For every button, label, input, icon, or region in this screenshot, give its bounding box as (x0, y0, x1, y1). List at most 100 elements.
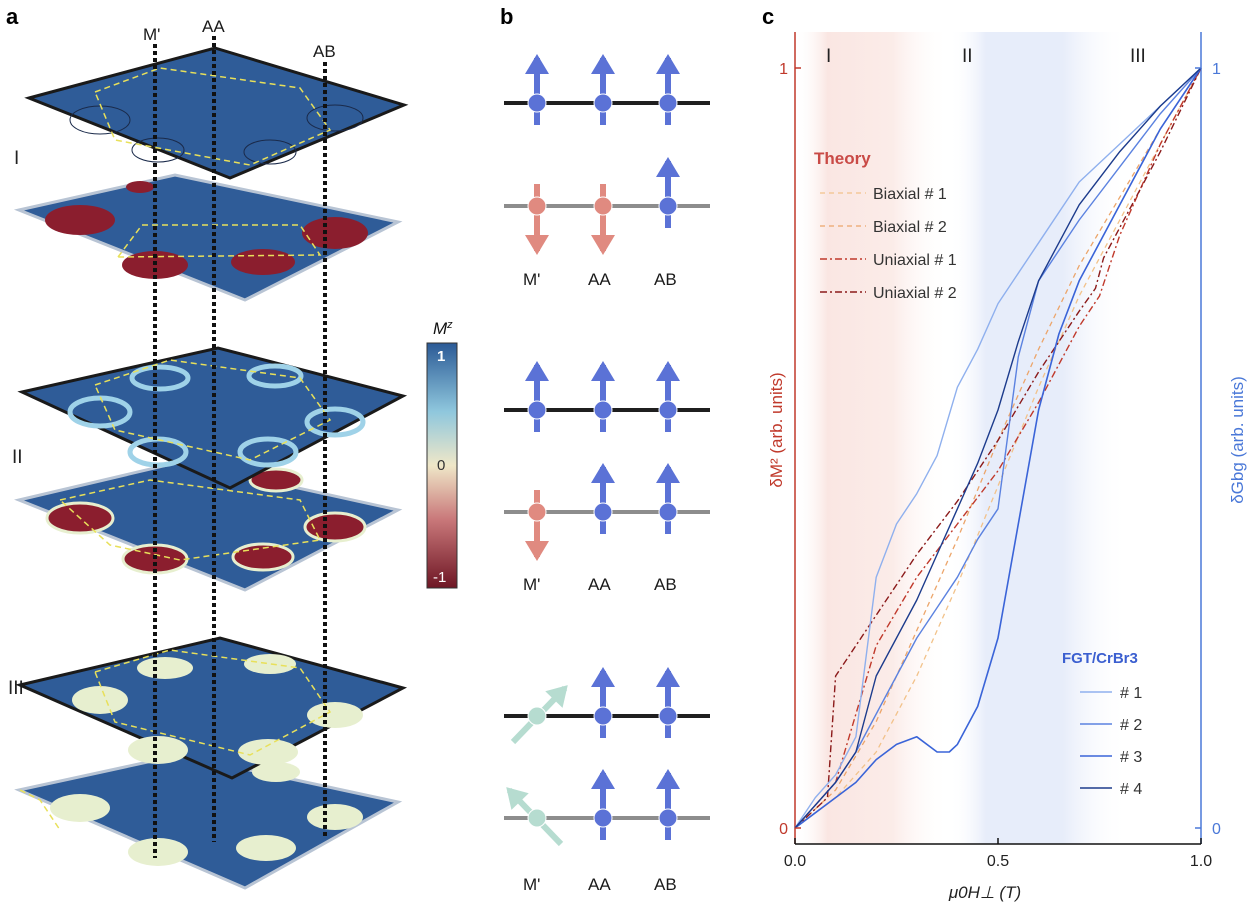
atom-sphere (593, 502, 613, 522)
region-ii-lower-layer (14, 460, 403, 592)
atom-sphere (658, 706, 678, 726)
colorbar-tick-top: 1 (437, 348, 445, 365)
site-label-ab: AB (313, 42, 336, 61)
red-domain (302, 217, 368, 249)
atom-sphere (527, 808, 547, 828)
x-tick-label: 1.0 (1190, 853, 1212, 870)
left-tick-label: 1 (779, 61, 788, 78)
region-i-upper-layer (24, 46, 409, 180)
spin-down-arrow (525, 490, 549, 561)
theory-legend: Biaxial # 1 Biaxial # 2 Uniaxial # 1 Uniaxi… (820, 186, 957, 302)
series-line--3 (794, 67, 1202, 829)
atom-sphere (593, 196, 613, 216)
left-axis-label: δM² (arb. units) (767, 372, 786, 487)
region-label-ii: II (12, 447, 23, 468)
series-line--4 (794, 67, 1202, 829)
series-line-biaxial-1 (794, 67, 1202, 829)
spin-label-m-prime: M' (523, 875, 540, 894)
panel-b-letter: b (500, 4, 513, 29)
red-domain (126, 181, 154, 193)
spin-up-arrow (656, 157, 680, 228)
region-label-iii: III (8, 678, 24, 699)
atom-sphere (658, 196, 678, 216)
panel-c-letter: c (762, 4, 774, 29)
atom-sphere (658, 502, 678, 522)
spin-down-arrow (525, 184, 549, 255)
spin-label-m-prime: M' (523, 270, 540, 289)
red-domain (303, 511, 367, 543)
spin-label-ab: AB (654, 875, 677, 894)
panel-b: b M' AA AB M' AA AB M' AA AB (500, 4, 710, 894)
spin-label-aa: AA (588, 270, 611, 289)
spin-label-aa: AA (588, 875, 611, 894)
atom-sphere (593, 93, 613, 113)
panel-a-letter: a (6, 4, 19, 29)
spin-label-m-prime: M' (523, 575, 540, 594)
right-tick-label: 1 (1212, 61, 1221, 78)
right-axis-label: δGbg (arb. units) (1228, 376, 1247, 504)
spin-label-aa: AA (588, 575, 611, 594)
colorbar-tick-mid: 0 (437, 457, 445, 474)
site-label-aa: AA (202, 17, 225, 36)
series-line-uniaxial-2 (794, 67, 1202, 829)
spin-up-arrow (591, 361, 615, 432)
legend-label: # 1 (1120, 685, 1142, 702)
spin-up-arrow (656, 667, 680, 738)
legend-label: # 3 (1120, 749, 1142, 766)
atom-sphere (593, 706, 613, 726)
pale-domain (128, 838, 188, 866)
x-axis-label: μ0H⊥ (T) (948, 883, 1021, 902)
right-tick-label: 0 (1212, 821, 1221, 838)
region-i-lower-layer (13, 173, 403, 302)
colorbar-gradient (426, 342, 458, 589)
red-domain (231, 249, 295, 275)
region-iii-upper-layer (15, 636, 408, 780)
legend-label: # 4 (1120, 781, 1142, 798)
pale-domain (252, 762, 300, 782)
atom-sphere (527, 400, 547, 420)
chart-region-iii: III (1130, 46, 1146, 67)
atom-sphere (527, 196, 547, 216)
legend-label: Biaxial # 1 (873, 186, 947, 203)
spin-up-arrow (656, 769, 680, 840)
spin-label-ab: AB (654, 575, 677, 594)
series-line--1 (794, 67, 1202, 829)
spin-label-ab: AB (654, 270, 677, 289)
legend-label: Uniaxial # 2 (873, 285, 957, 302)
chart-region-i: I (826, 46, 831, 67)
theory-legend-title: Theory (814, 149, 871, 168)
atom-sphere (658, 93, 678, 113)
spin-up-arrow (656, 54, 680, 125)
colorbar-tick-bottom: -1 (433, 569, 446, 586)
spin-up-arrow (591, 54, 615, 125)
series-layer (794, 67, 1202, 829)
spin-up-arrow (525, 361, 549, 432)
colorbar-title: Mz (433, 319, 453, 338)
atom-sphere (527, 706, 547, 726)
experiment-legend: # 1 # 2 # 3 # 4 (1080, 685, 1142, 798)
atom-sphere (658, 808, 678, 828)
red-domain (248, 467, 304, 493)
x-tick-label: 0.5 (987, 853, 1009, 870)
experiment-legend-title: FGT/CrBr3 (1062, 650, 1138, 667)
panel-a: a M' AA AB I II III (6, 4, 458, 890)
legend-label: # 2 (1120, 717, 1142, 734)
pale-domain (236, 835, 296, 861)
spin-diagram (504, 54, 710, 847)
chart-region-ii: II (962, 46, 973, 67)
x-tick-label: 0.0 (784, 853, 806, 870)
pale-domain (50, 794, 110, 822)
legend-label: Uniaxial # 1 (873, 252, 957, 269)
spin-up-arrow (591, 463, 615, 534)
spin-tilted-arrow (510, 685, 568, 745)
atom-sphere (593, 808, 613, 828)
spin-up-arrow (591, 769, 615, 840)
spin-tilted-arrow (506, 787, 564, 847)
region-label-i: I (14, 148, 19, 169)
atom-sphere (593, 400, 613, 420)
atom-sphere (527, 93, 547, 113)
pale-domain (307, 804, 363, 830)
